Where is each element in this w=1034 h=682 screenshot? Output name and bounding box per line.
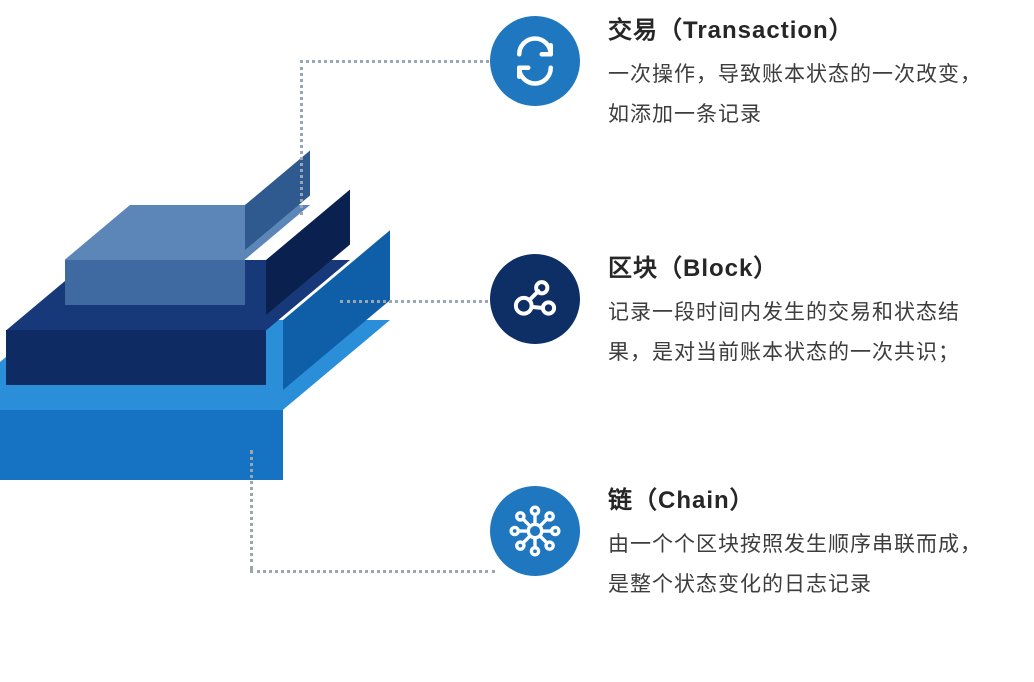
entry-chain: 链（Chain） 由一个个区块按照发生顺序串联而成，是整个状态变化的日志记录 (490, 480, 1000, 605)
entry-title: 链（Chain） (608, 480, 1000, 515)
entry-block: 区块（Block） 记录一段时间内发生的交易和状态结果，是对当前账本状态的一次共… (490, 248, 1000, 373)
entry-title: 交易（Transaction） (608, 10, 1000, 45)
entry-desc: 一次操作，导致账本状态的一次改变，如添加一条记录 (608, 55, 1000, 135)
entry-desc: 由一个个区块按照发生顺序串联而成，是整个状态变化的日志记录 (608, 525, 1000, 605)
connector-transaction-v (300, 60, 303, 215)
entry-title: 区块（Block） (608, 248, 1000, 283)
connector-block-h (340, 300, 495, 303)
layer-pyramid (50, 150, 410, 470)
nodes-icon (490, 254, 580, 344)
connector-chain-v (250, 450, 253, 570)
diagram-stage: 交易（Transaction） 一次操作，导致账本状态的一次改变，如添加一条记录… (0, 0, 1034, 682)
entry-transaction: 交易（Transaction） 一次操作，导致账本状态的一次改变，如添加一条记录 (490, 10, 1000, 135)
entry-desc: 记录一段时间内发生的交易和状态结果，是对当前账本状态的一次共识； (608, 293, 1000, 373)
cycle-icon (490, 16, 580, 106)
connector-chain-h (250, 570, 495, 573)
hub-icon (490, 486, 580, 576)
connector-transaction-h (300, 60, 495, 63)
